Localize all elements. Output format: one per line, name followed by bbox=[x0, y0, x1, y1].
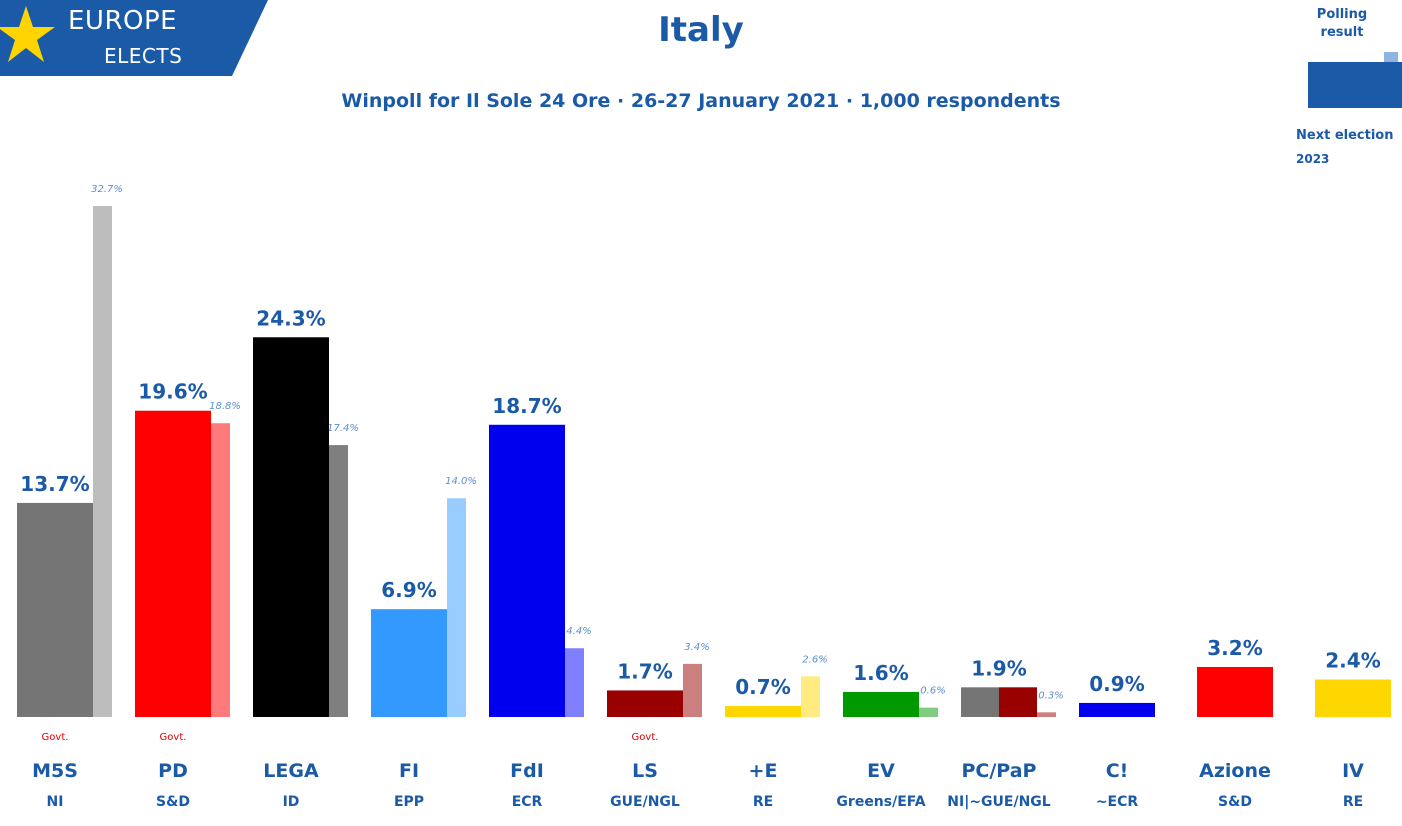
poll-bar bbox=[253, 337, 329, 717]
party-group: S&D bbox=[156, 794, 190, 810]
poll-value-label: 1.6% bbox=[853, 661, 908, 685]
previous-value-label: 17.4% bbox=[327, 423, 359, 434]
party-name: FI bbox=[398, 760, 420, 782]
party-group: NI|~GUE/NGL bbox=[947, 794, 1051, 810]
legend-next-election-year: 2023 bbox=[1296, 152, 1330, 166]
party-name: IV bbox=[1342, 760, 1364, 782]
party-group: ECR bbox=[511, 794, 543, 810]
party-name: EV bbox=[867, 760, 895, 782]
previous-bar bbox=[211, 423, 230, 717]
party-name: PC/PaP bbox=[961, 760, 1037, 782]
poll-bar bbox=[17, 502, 93, 717]
party-name: M5S bbox=[32, 760, 78, 782]
party-group: RE bbox=[1342, 794, 1364, 810]
govt-label: Govt. bbox=[41, 732, 69, 743]
previous-value-label: 14.0% bbox=[445, 476, 477, 487]
star-icon bbox=[0, 6, 55, 62]
party-group: S&D bbox=[1218, 794, 1252, 810]
previous-bar bbox=[447, 498, 466, 717]
previous-value-label: 2.6% bbox=[802, 654, 827, 665]
logo-text-europe: EUROPE bbox=[68, 6, 178, 36]
europe-elects-logo: EUROPE ELECTS bbox=[0, 0, 270, 76]
legend-polling-label: Polling result bbox=[1316, 7, 1368, 40]
poll-bar bbox=[1315, 679, 1391, 717]
previous-value-label: 3.4% bbox=[684, 642, 709, 653]
poll-value-label: 13.7% bbox=[20, 472, 89, 496]
previous-bar bbox=[565, 648, 584, 717]
party-name: LS bbox=[632, 760, 658, 782]
legend: Polling result Next election 2023 bbox=[1296, 0, 1402, 180]
poll-bar bbox=[843, 691, 919, 717]
previous-value-label: 4.4% bbox=[566, 626, 591, 637]
previous-bar bbox=[93, 206, 112, 717]
previous-value-label: 18.8% bbox=[209, 401, 241, 412]
party-group: ~ECR bbox=[1095, 794, 1139, 810]
previous-bar bbox=[1037, 712, 1056, 717]
poll-bar bbox=[489, 424, 565, 717]
legend-next-election-label: Next election bbox=[1296, 128, 1394, 143]
party-name: PD bbox=[158, 760, 188, 782]
previous-bar bbox=[801, 676, 820, 717]
poll-bar bbox=[1079, 702, 1155, 717]
poll-bar bbox=[135, 410, 211, 717]
legend-previous-swatch bbox=[1384, 52, 1398, 62]
chart-title: Italy bbox=[658, 10, 744, 50]
poll-bar bbox=[607, 690, 683, 717]
party-group: RE bbox=[752, 794, 774, 810]
poll-bar bbox=[999, 687, 1037, 717]
poll-value-label: 19.6% bbox=[138, 380, 207, 404]
party-group: EPP bbox=[393, 794, 425, 810]
party-name: +E bbox=[748, 760, 778, 782]
party-name: LEGA bbox=[263, 760, 319, 782]
party-group: NI bbox=[46, 794, 64, 810]
poll-value-label: 2.4% bbox=[1325, 648, 1380, 672]
poll-value-label: 0.9% bbox=[1089, 672, 1144, 696]
party-name: FdI bbox=[510, 760, 544, 782]
chart-subtitle: Winpoll for Il Sole 24 Ore · 26-27 Janua… bbox=[341, 90, 1061, 112]
govt-label: Govt. bbox=[631, 732, 659, 743]
poll-bar bbox=[371, 609, 447, 717]
previous-value-label: 32.7% bbox=[91, 184, 123, 195]
poll-value-label: 6.9% bbox=[381, 578, 436, 602]
poll-bar bbox=[725, 706, 801, 717]
poll-value-label: 1.7% bbox=[617, 659, 672, 683]
party-name: Azione bbox=[1199, 760, 1271, 782]
previous-bar bbox=[919, 707, 938, 717]
previous-value-label: 0.6% bbox=[920, 686, 945, 697]
poll-bar bbox=[1197, 666, 1273, 717]
legend-polling-swatch bbox=[1308, 62, 1402, 108]
govt-label: Govt. bbox=[159, 732, 187, 743]
previous-bar bbox=[683, 663, 702, 717]
party-group: Greens/EFA bbox=[836, 794, 926, 810]
poll-value-label: 3.2% bbox=[1207, 636, 1262, 660]
previous-value-label: 0.3% bbox=[1038, 690, 1063, 701]
party-name: C! bbox=[1105, 760, 1129, 782]
poll-value-label: 1.9% bbox=[971, 656, 1026, 680]
poll-value-label: 24.3% bbox=[256, 306, 325, 330]
party-group: ID bbox=[282, 794, 300, 810]
poll-value-label: 0.7% bbox=[735, 675, 790, 699]
poll-bar-part bbox=[961, 687, 999, 717]
logo-banner bbox=[0, 0, 268, 76]
poll-value-label: 18.7% bbox=[492, 394, 561, 418]
logo-text-elects: ELECTS bbox=[104, 44, 183, 68]
party-group: GUE/NGL bbox=[610, 794, 680, 810]
previous-bar bbox=[329, 445, 348, 717]
